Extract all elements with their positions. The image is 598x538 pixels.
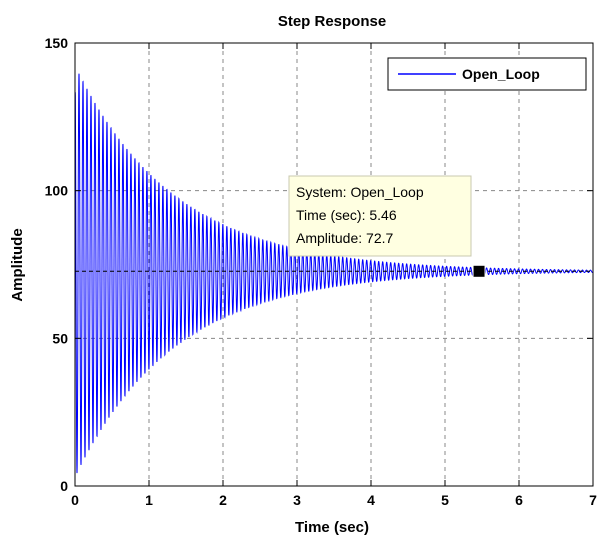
series-open-loop-line [74,73,594,486]
x-tick-label: 2 [219,492,227,508]
series-open-loop [74,73,594,486]
legend-label: Open_Loop [462,66,540,82]
x-tick-label: 3 [293,492,301,508]
chart-title: Step Response [278,13,386,30]
data-tip-marker[interactable] [472,264,486,278]
legend[interactable]: Open_Loop [387,57,587,91]
plot-border [74,42,594,487]
y-tick-label: 150 [45,35,69,51]
data-tip[interactable]: System: Open_Loop Time (sec): 5.46 Ampli… [288,175,486,278]
y-tick-label: 50 [52,330,68,346]
x-axis-label: Time (sec) [295,519,369,536]
x-tick-label: 5 [441,492,449,508]
x-tick-label: 1 [145,492,153,508]
x-tick-label: 0 [71,492,79,508]
data-tip-time: Time (sec): 5.46 [296,207,397,223]
y-tick-label: 0 [60,478,68,494]
y-tick-label: 100 [45,183,69,199]
y-axis-label: Amplitude [9,228,26,301]
data-tip-amplitude: Amplitude: 72.7 [296,230,393,246]
x-tick-label: 7 [589,492,597,508]
data-tip-box [288,175,472,257]
x-tick-label: 4 [367,492,375,508]
axis-ticks: 0 1 2 3 4 5 6 7 0 50 100 150 [45,35,597,508]
x-tick-label: 6 [515,492,523,508]
data-tip-system: System: Open_Loop [296,184,424,200]
